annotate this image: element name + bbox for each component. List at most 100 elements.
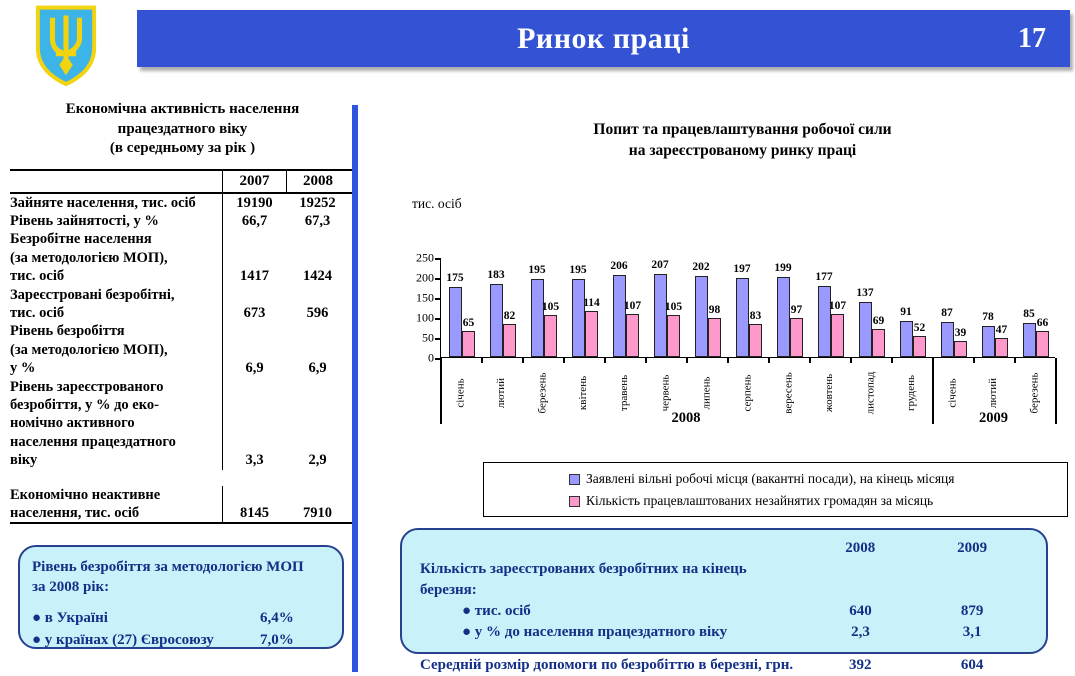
x-tick xyxy=(686,358,688,363)
bar-group: 91 52 xyxy=(892,257,933,357)
vacancies-bar xyxy=(448,287,462,357)
row-label: Зайняте населення, тис. осіб xyxy=(10,194,196,211)
demand-employment-bar-chart: 175 65 183 82 195 105 195 114 206 107 207 105 202 98 1… xyxy=(400,250,1070,450)
activity-table-title: Економічна активність населення працезда… xyxy=(65,101,300,156)
plot-area: 175 65 183 82 195 105 195 114 206 107 207 105 202 98 1… xyxy=(440,258,1055,358)
activity-table: 2007 2008 Зайняте населення, тис. осіб 19… xyxy=(10,168,355,525)
placements-bar xyxy=(707,317,721,357)
vacancies-bar xyxy=(489,283,503,357)
right-callout-row: ● у % до населення працездатного віку 2,3… xyxy=(420,622,1028,643)
table-row: Зареєстровані безробітні, тис. осіб 673 59… xyxy=(10,285,355,323)
vacancies-value-label: 137 xyxy=(856,287,874,300)
vacancies-bar xyxy=(940,322,954,357)
month-label-text: жовтень xyxy=(823,373,836,413)
bar-group: 183 82 xyxy=(482,257,523,357)
right-callout-label: Кількість зареєстрованих безробітних на … xyxy=(420,561,747,598)
trident-shield-icon xyxy=(35,5,97,87)
slide-header-banner: Ринок праці 17 xyxy=(137,10,1070,67)
value-2008: 7910 xyxy=(303,505,332,521)
right-callout-header: 2008 2009 xyxy=(420,538,1028,559)
value-2007: 3,3 xyxy=(245,452,264,469)
y-tick-label: 250 xyxy=(416,250,434,265)
vacancies-value-label: 207 xyxy=(651,259,669,272)
y-tick-label: 0 xyxy=(428,350,434,365)
bar-group: 207 105 xyxy=(646,257,687,357)
month-label-text: лютий xyxy=(987,377,1000,409)
value-2008 xyxy=(804,559,916,601)
month-label-text: вересень xyxy=(782,372,795,414)
vacancies-value-label: 202 xyxy=(692,261,710,274)
placements-bar xyxy=(666,315,680,357)
value-2007: 8145 xyxy=(240,505,269,521)
legend-series-label: Кількість працевлаштованих незайнятих гр… xyxy=(586,493,934,508)
right-callout-row: ● тис. осіб 640 879 xyxy=(420,601,1028,622)
legend-item: Заявлені вільні робочі місця (вакантні п… xyxy=(569,471,1067,487)
vacancies-value-label: 177 xyxy=(815,271,833,284)
row-values: 8145 7910 xyxy=(222,485,349,523)
row-values: 1417 1424 xyxy=(222,230,349,286)
vacancies-bar xyxy=(571,279,585,357)
y-tick xyxy=(435,258,440,260)
month-label-text: березень xyxy=(1028,372,1041,414)
y-tick-label: 150 xyxy=(416,290,434,305)
value-2008: 67,3 xyxy=(304,212,331,229)
placements-bar xyxy=(1035,330,1049,357)
placements-value-label: 114 xyxy=(583,297,600,310)
placements-bar xyxy=(543,315,557,357)
y-tick xyxy=(435,318,440,320)
month-label: жовтень xyxy=(809,362,850,424)
x-tick xyxy=(522,358,524,363)
col-header-2007: 2007 xyxy=(239,172,270,189)
right-callout-row: Середній розмір допомоги по безробіттю в… xyxy=(420,655,1028,676)
row-label: Економічно неактивне населення, тис. осі… xyxy=(10,486,161,521)
bar-group: 78 47 xyxy=(974,257,1015,357)
callout-item: ● у країнах (27) Євросоюзу 7,0% xyxy=(32,629,330,651)
value-2007: 66,7 xyxy=(241,212,268,229)
registered-unemployed-callout: 2008 2009 Кількість зареєстрованих безро… xyxy=(400,528,1048,673)
x-tick xyxy=(891,358,893,363)
bar-group: 197 83 xyxy=(728,257,769,357)
value-2009: 879 xyxy=(960,603,984,619)
bar-group: 137 69 xyxy=(851,257,892,357)
month-label: листопад xyxy=(850,362,891,424)
placements-value-label: 97 xyxy=(790,304,803,317)
placements-bar xyxy=(912,336,926,357)
month-label: грудень xyxy=(891,362,932,424)
vacancies-bar xyxy=(1022,323,1036,357)
year-group-separator xyxy=(932,358,934,424)
placements-value-label: 39 xyxy=(954,327,967,340)
vacancies-value-label: 183 xyxy=(487,268,505,281)
placements-value-label: 66 xyxy=(1036,316,1049,329)
value-2008: 596 xyxy=(306,304,329,321)
vacancies-value-label: 206 xyxy=(610,259,628,272)
vacancies-value-label: 197 xyxy=(733,263,751,276)
right-callout-label: ● у % до населення працездатного віку xyxy=(462,624,728,640)
value-2007: 19190 xyxy=(236,194,273,211)
value-2009 xyxy=(916,559,1028,601)
value-2008: 392 xyxy=(848,657,872,673)
x-tick xyxy=(604,358,606,363)
col-header-2008: 2008 xyxy=(286,170,349,192)
month-label: січень xyxy=(932,362,973,424)
table-row: Зайняте населення, тис. осіб 19190 19252 xyxy=(10,193,355,212)
vacancies-bar xyxy=(858,302,872,357)
y-tick-label: 100 xyxy=(416,310,434,325)
month-label: квітень xyxy=(563,362,604,424)
bar-group: 195 105 xyxy=(523,257,564,357)
vacancies-value-label: 195 xyxy=(528,264,546,276)
bar-group: 195 114 xyxy=(564,257,605,357)
month-label-text: січень xyxy=(454,378,467,408)
year-group-separator xyxy=(440,358,442,424)
month-label-text: грудень xyxy=(905,374,918,412)
vacancies-bar xyxy=(735,278,749,357)
bar-group: 202 98 xyxy=(687,257,728,357)
year-label: 2008 xyxy=(671,410,701,426)
x-tick xyxy=(768,358,770,363)
x-tick xyxy=(563,358,565,363)
month-label: травень xyxy=(604,362,645,424)
legend-swatch xyxy=(569,495,580,507)
placements-bar xyxy=(748,323,762,357)
vacancies-value-label: 87 xyxy=(941,307,953,320)
col-header-2009: 2009 xyxy=(957,540,988,556)
